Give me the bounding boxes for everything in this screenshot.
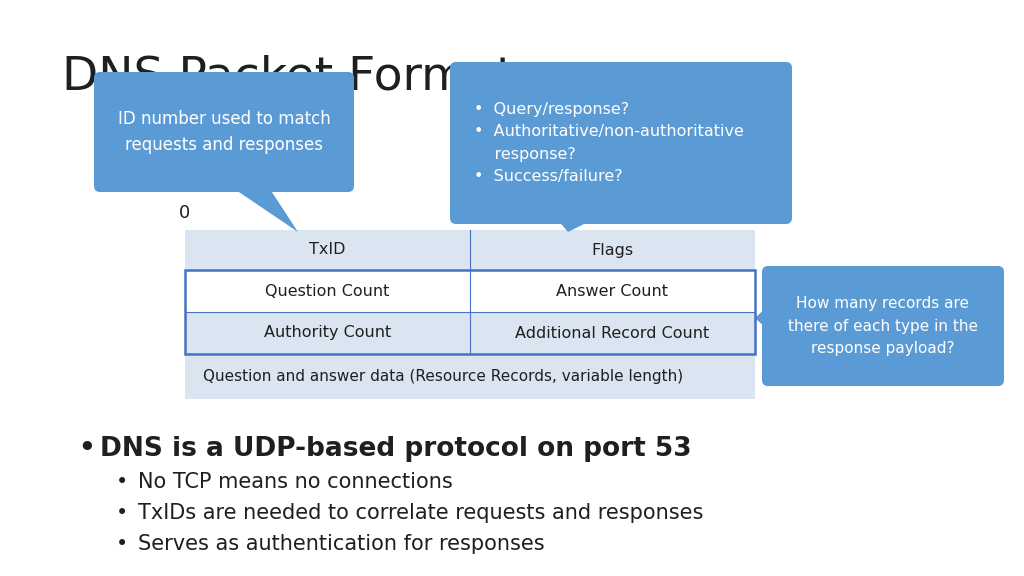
Text: 32: 32 [743, 204, 767, 222]
Polygon shape [755, 306, 768, 330]
Text: ID number used to match
requests and responses: ID number used to match requests and res… [118, 110, 331, 154]
Text: Answer Count: Answer Count [556, 283, 669, 298]
Text: •: • [116, 503, 128, 523]
Bar [185, 270, 755, 354]
Text: Question Count: Question Count [265, 283, 390, 298]
Polygon shape [556, 218, 596, 232]
Text: •: • [78, 436, 95, 462]
FancyBboxPatch shape [762, 266, 1004, 386]
Bar [185, 354, 755, 399]
FancyBboxPatch shape [450, 62, 792, 224]
Text: TxID: TxID [309, 242, 346, 257]
Text: Flags: Flags [592, 242, 634, 257]
Text: Question and answer data (Resource Records, variable length): Question and answer data (Resource Recor… [203, 369, 683, 384]
Text: DNS is a UDP-based protocol on port 53: DNS is a UDP-based protocol on port 53 [100, 436, 691, 462]
Bar [185, 270, 755, 312]
Text: •: • [116, 472, 128, 492]
Text: 0: 0 [179, 204, 190, 222]
FancyBboxPatch shape [94, 72, 354, 192]
Text: How many records are
there of each type in the
response payload?: How many records are there of each type … [788, 296, 978, 356]
Text: DNS Packet Format: DNS Packet Format [62, 55, 515, 100]
Text: TxIDs are needed to correlate requests and responses: TxIDs are needed to correlate requests a… [138, 503, 703, 523]
Text: Additional Record Count: Additional Record Count [515, 325, 710, 340]
Text: No TCP means no connections: No TCP means no connections [138, 472, 453, 492]
Text: Serves as authentication for responses: Serves as authentication for responses [138, 534, 545, 554]
Bar [185, 230, 755, 270]
Text: •  Query/response?
•  Authoritative/non-authoritative
    response?
•  Success/f: • Query/response? • Authoritative/non-au… [474, 102, 743, 184]
Bar [185, 312, 755, 354]
Text: •: • [116, 534, 128, 554]
Text: Authority Count: Authority Count [264, 325, 391, 340]
Polygon shape [230, 186, 298, 232]
Text: 16: 16 [459, 204, 481, 222]
